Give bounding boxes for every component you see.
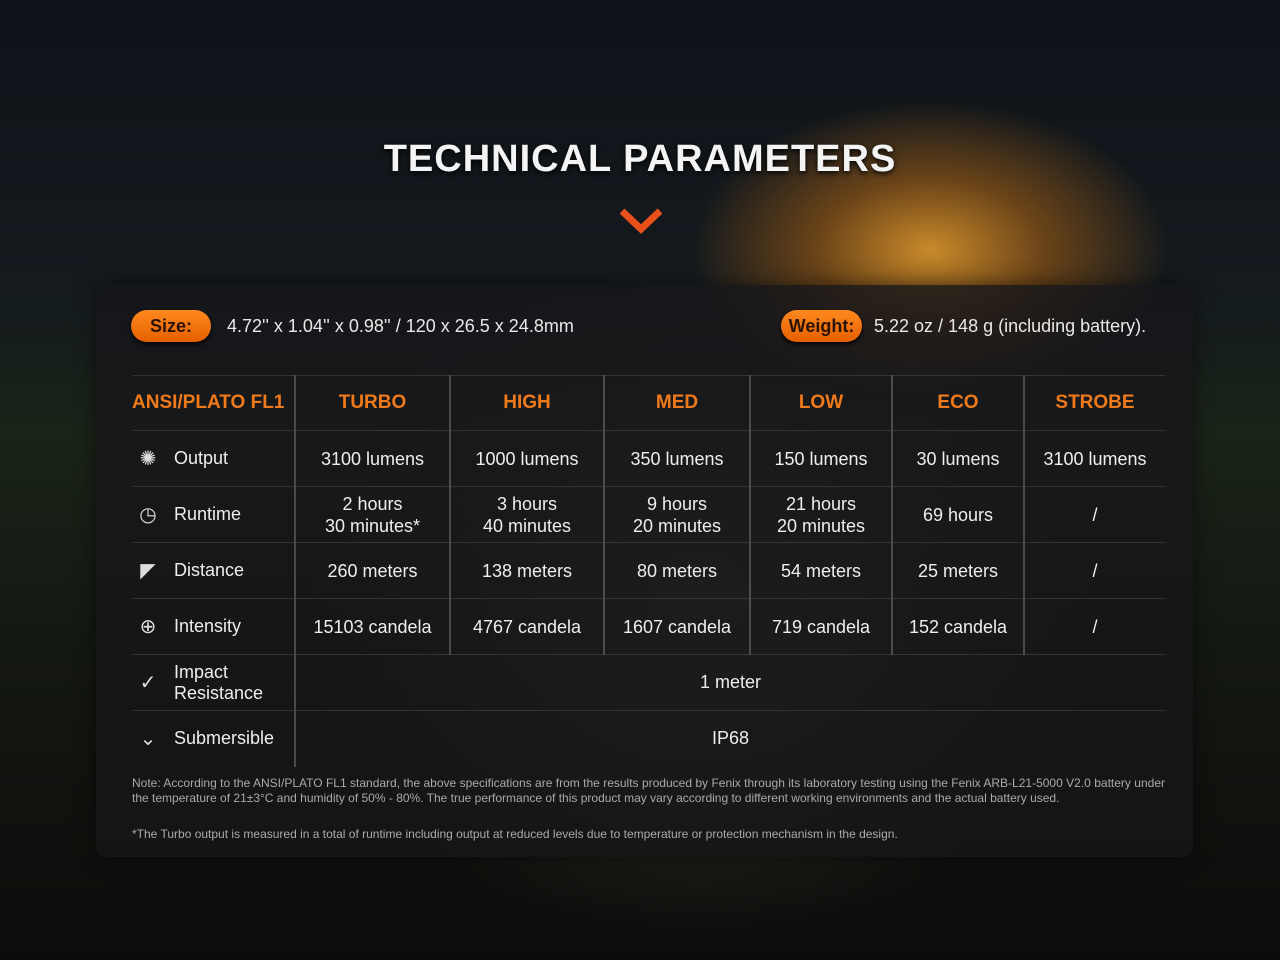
value-cell: 15103 candela bbox=[294, 598, 450, 655]
table-row: ◷ Runtime 2 hours 30 minutes* 3 hours 40 mi… bbox=[132, 486, 1165, 543]
clock-icon: ◷ bbox=[139, 504, 157, 526]
value-cell: 1000 lumens bbox=[449, 430, 604, 487]
weight-label: Weight: bbox=[781, 310, 862, 342]
table-row: ✓ Impact Resistance 1 meter bbox=[132, 654, 1165, 711]
value-cell: 9 hours 20 minutes bbox=[603, 486, 750, 543]
value-cell: 152 candela bbox=[891, 598, 1024, 655]
row-label-cell: ✓ Impact Resistance bbox=[132, 654, 295, 711]
beam-icon: ◤ bbox=[140, 560, 156, 582]
column-header: ECO bbox=[891, 375, 1024, 431]
table-row: ✺ Output 3100 lumens 1000 lumens 350 lumens 1… bbox=[132, 430, 1165, 487]
row-label-cell: ✺ Output bbox=[132, 430, 295, 487]
value-cell: 69 hours bbox=[891, 486, 1024, 543]
row-label: Distance bbox=[174, 560, 245, 580]
sparkle-icon: ✺ bbox=[139, 448, 157, 470]
column-header: HIGH bbox=[449, 375, 604, 431]
value-cell: 3 hours 40 minutes bbox=[449, 486, 604, 543]
value-cell: 4767 candela bbox=[449, 598, 604, 655]
target-icon: ⊕ bbox=[139, 616, 157, 638]
column-header: LOW bbox=[749, 375, 892, 431]
page-title: TECHNICAL PARAMETERS bbox=[383, 138, 897, 180]
note-text: Note: According to the ANSI/PLATO FL1 st… bbox=[132, 776, 1165, 805]
row-label: Output bbox=[174, 448, 229, 468]
value-cell: 3100 lumens bbox=[1023, 430, 1165, 487]
value-cell: 2 hours 30 minutes* bbox=[294, 486, 450, 543]
value-cell: 25 meters bbox=[891, 542, 1024, 599]
value-cell: 350 lumens bbox=[603, 430, 750, 487]
value-cell: 719 candela bbox=[749, 598, 892, 655]
value-cell: 3100 lumens bbox=[294, 430, 450, 487]
value-cell: / bbox=[1023, 598, 1165, 655]
row-label: Submersible bbox=[174, 728, 275, 749]
value-cell: IP68 bbox=[294, 710, 1165, 767]
size-value: 4.72'' x 1.04'' x 0.98'' / 120 x 26.5 x … bbox=[227, 316, 574, 336]
value-cell: 80 meters bbox=[603, 542, 750, 599]
table-row: ⌄ Submersible IP68 bbox=[132, 710, 1165, 767]
value-cell: 150 lumens bbox=[749, 430, 892, 487]
row-label: Intensity bbox=[174, 616, 242, 636]
row-label-cell: ◷ Runtime bbox=[132, 486, 295, 543]
column-header: TURBO bbox=[294, 375, 450, 431]
column-header: ANSI/PLATO FL1 bbox=[132, 375, 295, 431]
row-label-cell: ◤ Distance bbox=[132, 542, 295, 599]
value-cell: 138 meters bbox=[449, 542, 604, 599]
row-label: Runtime bbox=[174, 504, 242, 524]
value-cell: 30 lumens bbox=[891, 430, 1024, 487]
value-cell: 21 hours 20 minutes bbox=[749, 486, 892, 543]
row-label-cell: ⌄ Submersible bbox=[132, 710, 295, 767]
chevron-down-icon bbox=[620, 208, 662, 234]
footnote-text: *The Turbo output is measured in a total… bbox=[132, 827, 898, 841]
value-cell: / bbox=[1023, 486, 1165, 543]
spec-table: ANSI/PLATO FL1 TURBO HIGH MED LOW ECO STROBE ✺… bbox=[132, 375, 1165, 767]
impact-icon: ✓ bbox=[139, 672, 157, 694]
value-cell: 1607 candela bbox=[603, 598, 750, 655]
table-row: ⊕ Intensity 15103 candela 4767 candela 1607 … bbox=[132, 598, 1165, 655]
size-label: Size: bbox=[131, 310, 211, 342]
table-row: ◤ Distance 260 meters 138 meters 80 meters 54… bbox=[132, 542, 1165, 599]
value-cell: 260 meters bbox=[294, 542, 450, 599]
water-icon: ⌄ bbox=[139, 728, 157, 751]
column-header: STROBE bbox=[1023, 375, 1165, 431]
row-label-cell: ⊕ Intensity bbox=[132, 598, 295, 655]
value-cell: / bbox=[1023, 542, 1165, 599]
column-header: MED bbox=[603, 375, 750, 431]
value-cell: 1 meter bbox=[294, 654, 1165, 711]
value-cell: 54 meters bbox=[749, 542, 892, 599]
weight-value: 5.22 oz / 148 g (including battery). bbox=[874, 316, 1147, 336]
row-label: Impact Resistance bbox=[174, 661, 264, 703]
